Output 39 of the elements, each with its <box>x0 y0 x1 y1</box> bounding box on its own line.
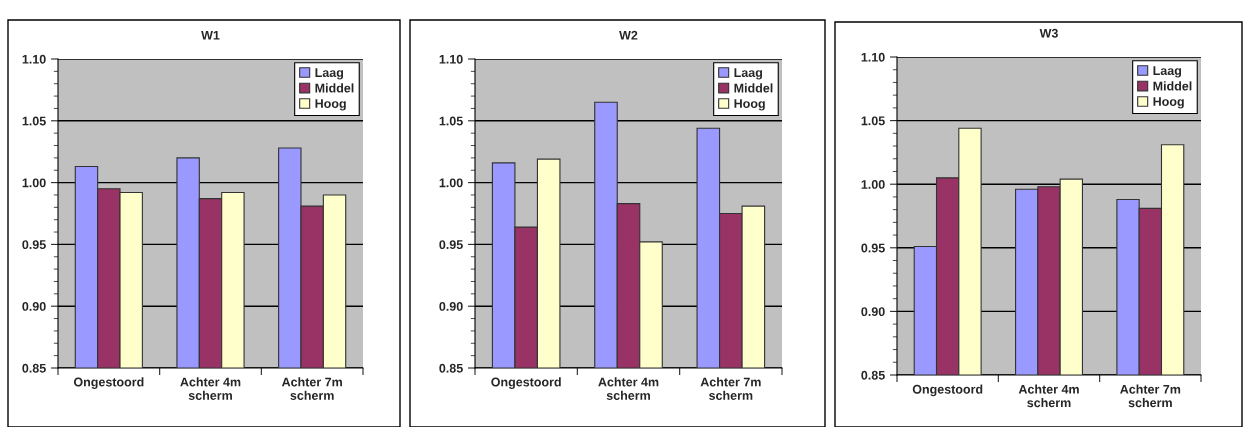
y-tick-label: 0.90 <box>22 302 46 311</box>
y-tick-label: 1.00 <box>861 180 885 189</box>
chart-title: W3 <box>1039 28 1058 38</box>
x-tick-label: Achter 4m scherm <box>180 377 241 400</box>
x-tick-label: Ongestoord <box>73 377 144 389</box>
legend-label: Middel <box>315 83 354 93</box>
y-tick-label: 1.10 <box>22 54 46 64</box>
y-tick-label: 0.95 <box>22 240 46 250</box>
y-tick-label: 0.90 <box>439 302 463 311</box>
y-tick-label: 1.00 <box>439 178 463 188</box>
x-tick-label: Achter 4m scherm <box>598 377 659 400</box>
y-tick-label: 1.10 <box>861 52 885 62</box>
legend-label: Laag <box>1153 66 1182 78</box>
x-tick-label: Ongestoord <box>912 384 983 397</box>
y-tick-label: 1.05 <box>861 116 885 126</box>
x-tick-label: Ongestoord <box>491 377 561 389</box>
legend-label: Middel <box>734 83 773 93</box>
y-tick-label: 0.85 <box>861 370 885 380</box>
y-tick-label: 0.95 <box>439 240 463 250</box>
x-tick-label: Achter 7m scherm <box>281 377 342 400</box>
legend-label: Middel <box>1153 81 1192 91</box>
y-tick-label: 1.05 <box>439 116 463 126</box>
x-tick-label: Achter 4m scherm <box>1018 384 1079 408</box>
y-tick-label: 0.85 <box>439 363 463 373</box>
y-tick-label: 0.90 <box>861 307 885 317</box>
y-tick-label: 1.10 <box>439 54 463 64</box>
legend-label: Laag <box>315 68 344 80</box>
chart-title: W2 <box>619 30 638 40</box>
y-tick-label: 0.95 <box>861 243 885 253</box>
legend-label: Hoog <box>734 99 765 111</box>
legend-label: Laag <box>734 68 763 80</box>
legend-label: Hoog <box>1153 97 1184 109</box>
y-tick-label: 0.85 <box>22 363 46 373</box>
y-tick-label: 1.05 <box>22 116 46 126</box>
y-tick-label: 1.00 <box>22 178 46 188</box>
x-tick-label: Achter 7m scherm <box>1120 384 1181 408</box>
x-tick-label: Achter 7m scherm <box>700 377 761 400</box>
legend-label: Hoog <box>315 99 346 111</box>
chart-title: W1 <box>201 30 220 40</box>
